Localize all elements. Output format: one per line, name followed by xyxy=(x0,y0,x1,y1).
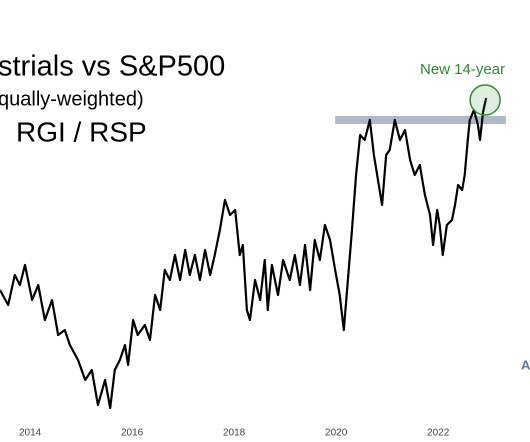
annotation: New 14-year xyxy=(420,61,505,78)
highlight-circle xyxy=(469,84,501,116)
watermark: A xyxy=(521,357,530,372)
x-tick-label: 2020 xyxy=(325,428,348,439)
line xyxy=(0,97,488,410)
chart-title: strials vs S&P500 xyxy=(0,51,225,83)
x-tick-label: 2014 xyxy=(19,428,42,439)
x-tick-label: 2016 xyxy=(121,428,144,439)
ratio-label: RGI / RSP xyxy=(16,116,147,147)
x-tick-label: 2018 xyxy=(223,428,246,439)
chart-subtitle: qually-weighted) xyxy=(0,88,144,110)
x-tick-label: 2022 xyxy=(427,428,450,439)
